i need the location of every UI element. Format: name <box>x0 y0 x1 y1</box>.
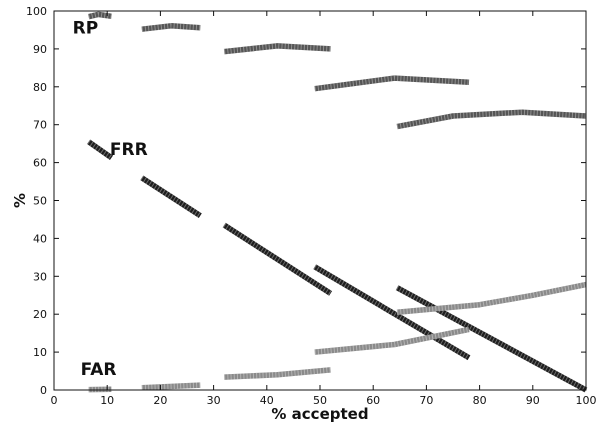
frr-series-7 <box>140 175 202 219</box>
annotation-far: FAR <box>81 360 117 380</box>
frr-series-6 <box>87 139 114 160</box>
x-tick-label: 10 <box>100 394 114 407</box>
y-tick-label: 70 <box>33 119 47 132</box>
rp-series-3 <box>223 43 331 55</box>
frr-series-texture-6 <box>87 139 114 160</box>
frr-series-10 <box>395 285 588 393</box>
frr-series-texture-7 <box>140 175 202 219</box>
y-tick-label: 0 <box>40 384 47 397</box>
x-tick-label: 70 <box>419 394 433 407</box>
far-series-13 <box>224 367 331 380</box>
frr-series-8 <box>222 222 333 296</box>
x-tick-label: 20 <box>153 394 167 407</box>
far-series-14 <box>314 326 470 355</box>
far-series-texture-14 <box>314 326 470 355</box>
x-tick-label: 80 <box>473 394 487 407</box>
far-series-texture-12 <box>141 382 201 391</box>
y-tick-label: 20 <box>33 308 47 321</box>
x-tick-label: 90 <box>526 394 540 407</box>
x-axis-title: % accepted <box>271 405 368 423</box>
y-tick-label: 90 <box>33 43 47 56</box>
far-series-texture-15 <box>396 281 587 316</box>
marks-layer <box>87 11 588 393</box>
frr-series-texture-10 <box>395 285 588 393</box>
rp-series-4 <box>314 75 470 92</box>
y-axis-title: % <box>11 193 29 208</box>
y-tick-label: 60 <box>33 157 47 170</box>
x-tick-label: 50 <box>313 394 327 407</box>
annotation-frr: FRR <box>110 140 148 160</box>
y-tick-label: 100 <box>26 5 47 18</box>
rp-series-texture-4 <box>314 75 470 92</box>
rp-series-5 <box>396 109 587 130</box>
far-series-15 <box>396 281 587 316</box>
plot-frame <box>53 10 587 391</box>
rp-series-texture-1 <box>87 11 112 20</box>
x-tick-label: 30 <box>207 394 221 407</box>
annotations-layer: RP FRR FAR <box>73 19 148 380</box>
rp-series-2 <box>141 23 201 32</box>
y-tick-label: 80 <box>33 81 47 94</box>
y-tick-label: 40 <box>33 232 47 245</box>
x-tick-label: 60 <box>366 394 380 407</box>
rp-series-texture-2 <box>141 23 201 32</box>
y-tick-label: 10 <box>33 346 47 359</box>
x-tick-label: 40 <box>260 394 274 407</box>
annotation-rp: RP <box>73 19 99 39</box>
ticks-layer: 0 10 20 30 40 50 60 70 80 90 100 0 10 20 30 40 50 60 70 80 9… <box>26 5 597 407</box>
far-series-12 <box>141 382 201 391</box>
y-tick-label: 30 <box>33 270 47 283</box>
x-tick-label: 0 <box>51 394 58 407</box>
frr-series-9 <box>313 264 471 361</box>
y-tick-label: 50 <box>33 195 47 208</box>
x-tick-label: 100 <box>576 394 597 407</box>
